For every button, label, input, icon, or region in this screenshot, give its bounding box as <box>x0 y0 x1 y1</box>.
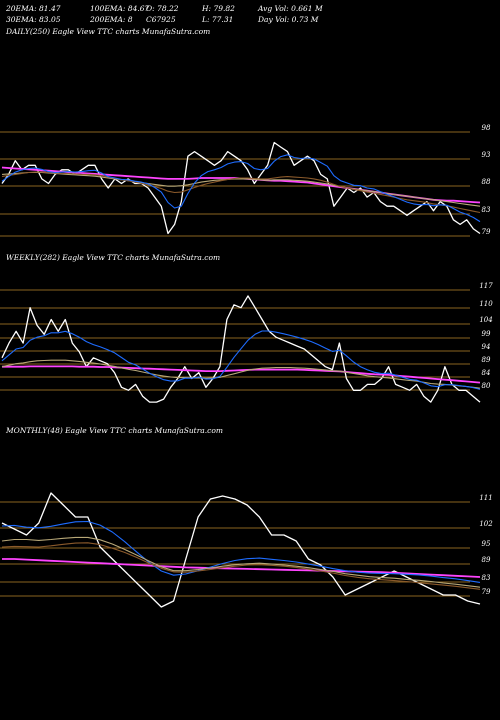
weekly-y-tick-label: 117 <box>479 282 493 290</box>
monthly-ema-line <box>1 536 481 588</box>
weekly-price-line <box>1 295 481 403</box>
daily-price-line <box>1 141 481 235</box>
header-low: L: 77.31 <box>202 15 234 24</box>
monthly-y-tick-label: 89 <box>482 556 491 564</box>
monthly-y-tick-label: 111 <box>479 494 492 502</box>
monthly-y-tick-label: 83 <box>482 574 491 582</box>
monthly-price-line <box>1 492 481 608</box>
weekly-y-tick-label: 84 <box>482 369 491 377</box>
header-change: C67925 <box>146 15 176 24</box>
daily-y-tick-label: 93 <box>482 151 491 159</box>
weekly-ema-line <box>1 330 481 390</box>
monthly-ema-line <box>1 542 481 590</box>
daily-ema-line <box>1 171 481 214</box>
header-ema20: 20EMA: 81.47 <box>6 4 61 13</box>
header-ema30: 30EMA: 83.05 <box>6 15 61 24</box>
daily-y-tick-label: 98 <box>482 124 491 132</box>
daily-panel-title: DAILY(250) Eagle View TTC charts MunafaS… <box>6 27 211 36</box>
monthly-y-tick-label: 79 <box>482 588 491 596</box>
weekly-ema-line <box>1 359 481 389</box>
header-high: H: 79.82 <box>202 4 235 13</box>
monthly-panel-title: MONTHLY(48) Eagle View TTC charts Munafa… <box>6 426 223 435</box>
daily-ema-line <box>1 166 481 204</box>
weekly-panel-title: WEEKLY(282) Eagle View TTC charts Munafa… <box>6 253 221 262</box>
weekly-y-tick-label: 89 <box>482 356 491 364</box>
header-open: O: 78.22 <box>146 4 179 13</box>
daily-y-tick-label: 79 <box>482 228 491 236</box>
daily-ema-line <box>1 154 481 223</box>
weekly-y-tick-label: 99 <box>482 330 491 338</box>
daily-ema-line <box>1 171 481 207</box>
daily-y-tick-label: 83 <box>482 206 491 214</box>
weekly-ema-line <box>2 365 481 384</box>
header-day-vol: Day Vol: 0.73 M <box>258 15 319 24</box>
weekly-y-tick-label: 94 <box>482 343 491 351</box>
header-ema200: 200EMA: 8 <box>90 15 133 24</box>
header-avg-vol: Avg Vol: 0.661 M <box>258 4 323 13</box>
monthly-ema-line <box>1 520 481 583</box>
weekly-y-tick-label: 80 <box>482 382 491 390</box>
weekly-y-tick-label: 104 <box>479 316 492 324</box>
daily-y-tick-label: 88 <box>482 178 491 186</box>
monthly-y-tick-label: 95 <box>482 540 491 548</box>
header-ema100: 100EMA: 84.67 <box>90 4 150 13</box>
monthly-ema-line <box>2 558 481 578</box>
monthly-y-tick-label: 102 <box>479 520 493 528</box>
weekly-y-tick-label: 110 <box>479 300 493 308</box>
